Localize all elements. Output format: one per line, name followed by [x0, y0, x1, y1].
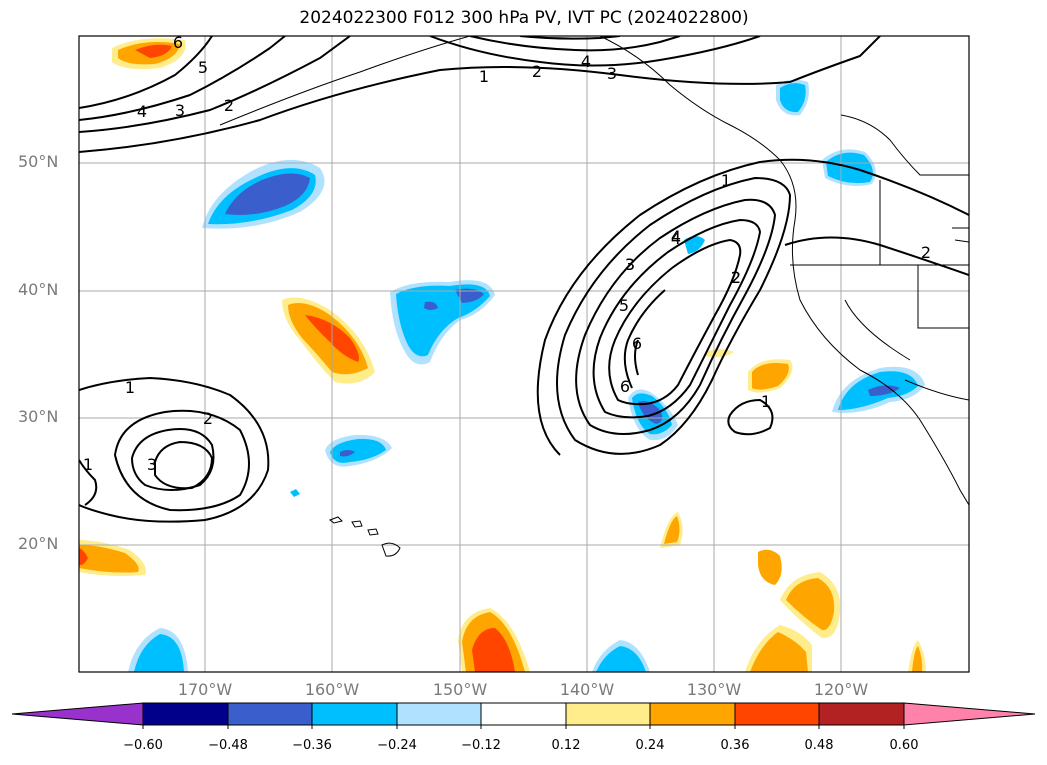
colorbar-segment	[480, 702, 567, 726]
hawaii-islands	[328, 516, 401, 557]
contour-labels: 6 5 4 3 2 1 2 4 3 4 3 2 1 1 2 3 1 6 6 5 …	[83, 33, 931, 474]
contour-label: 6	[620, 377, 630, 396]
pv-positive-region	[79, 548, 88, 566]
colorbar	[11, 702, 1036, 729]
map-title: 2024022300 F012 300 hPa PV, IVT PC (2024…	[299, 8, 749, 28]
pv-positive-region	[750, 632, 808, 672]
pv-positive-region	[664, 516, 680, 544]
contour-label: 1	[721, 171, 731, 190]
pv-positive-region	[135, 44, 172, 58]
contour-label: 2	[203, 409, 213, 428]
contour-label: 4	[137, 102, 147, 121]
colorbar-segment	[396, 702, 482, 726]
pv-negative-region	[330, 438, 386, 463]
pv-negative-region	[596, 646, 646, 672]
colorbar-segment	[734, 702, 820, 726]
contour-label: 5	[198, 58, 208, 77]
pv-negative-region	[455, 288, 484, 303]
pv-negative-region	[424, 301, 438, 310]
colorbar-extend-high	[903, 702, 1036, 726]
pv-negative-region	[340, 450, 355, 457]
pv-negative-region	[684, 236, 705, 254]
contour-label: 2	[731, 268, 741, 287]
colorbar-segment	[565, 702, 651, 726]
contour-label: 5	[619, 296, 629, 315]
contour-label: 3	[607, 64, 617, 83]
colorbar-segment	[818, 702, 905, 726]
lon-label-120w: 120°W	[813, 680, 869, 699]
pv-positive-region	[79, 545, 139, 573]
colorbar-tick-label: −0.48	[208, 738, 248, 753]
contour-label: 2	[532, 62, 542, 81]
colorbar-tick-label: −0.36	[292, 738, 332, 753]
pv-negative-region	[225, 173, 310, 215]
contour-label: 4	[581, 52, 591, 71]
lon-label-160w: 160°W	[304, 680, 360, 699]
contour-label: 1	[125, 378, 135, 397]
lat-label-30n: 30°N	[18, 407, 59, 426]
colorbar-tick-label: 0.48	[804, 738, 834, 753]
pv-negative-region	[868, 385, 900, 396]
colorbar-tick-label: 0.12	[551, 738, 581, 753]
contour-label: 6	[173, 33, 183, 52]
map-frame-bg	[79, 36, 969, 672]
lat-label-50n: 50°N	[18, 152, 59, 171]
pv-positive-region	[786, 578, 835, 631]
colorbar-tick-label: 0.24	[635, 738, 665, 753]
colorbar-tick-label: 0.60	[889, 738, 919, 753]
colorbar-segment	[311, 702, 398, 726]
pv-negative-region	[290, 489, 300, 497]
pv-negative-region	[780, 83, 806, 113]
contour-label: 3	[175, 101, 185, 120]
contour-label: 4	[671, 229, 681, 248]
colorbar-tick-label: 0.36	[720, 738, 750, 753]
colorbar-ticks	[142, 725, 905, 729]
colorbar-extend-low	[11, 702, 144, 726]
colorbar-segment	[142, 702, 229, 726]
contour-label: 2	[224, 96, 234, 115]
pv-positive-region	[758, 549, 782, 585]
colorbar-tick-label: −0.12	[461, 738, 501, 753]
contour-label: 3	[147, 455, 157, 474]
contour-label: 3	[625, 255, 635, 274]
lon-label-140w: 140°W	[559, 680, 615, 699]
contour-label: 3	[625, 255, 635, 274]
contour-label: 6	[632, 334, 642, 353]
lon-label-150w: 150°W	[432, 680, 488, 699]
lat-label-20n: 20°N	[18, 534, 59, 553]
lon-label-170w: 170°W	[177, 680, 233, 699]
pv-positive-region	[472, 628, 515, 672]
colorbar-segment	[227, 702, 313, 726]
ivt-contours	[79, 36, 969, 523]
colorbar-tick-label: −0.24	[377, 738, 417, 753]
lon-label-130w: 130°W	[686, 680, 742, 699]
contour-label: 2	[731, 268, 741, 287]
map-frame	[78, 35, 970, 673]
colorbar-tick-label: −0.60	[123, 738, 163, 753]
lat-label-40n: 40°N	[18, 280, 59, 299]
contour-label: 4	[671, 227, 681, 246]
colorbar-segment	[649, 702, 736, 726]
pv-negative-region	[134, 634, 184, 672]
contour-label: 2	[921, 243, 931, 262]
contour-label: 1	[83, 455, 93, 474]
contour-label: 1	[479, 67, 489, 86]
pv-positive-region	[752, 363, 789, 390]
pv-fill-layer	[79, 38, 926, 672]
contour-label: 1	[761, 392, 771, 411]
pv-positive-region	[912, 646, 923, 672]
